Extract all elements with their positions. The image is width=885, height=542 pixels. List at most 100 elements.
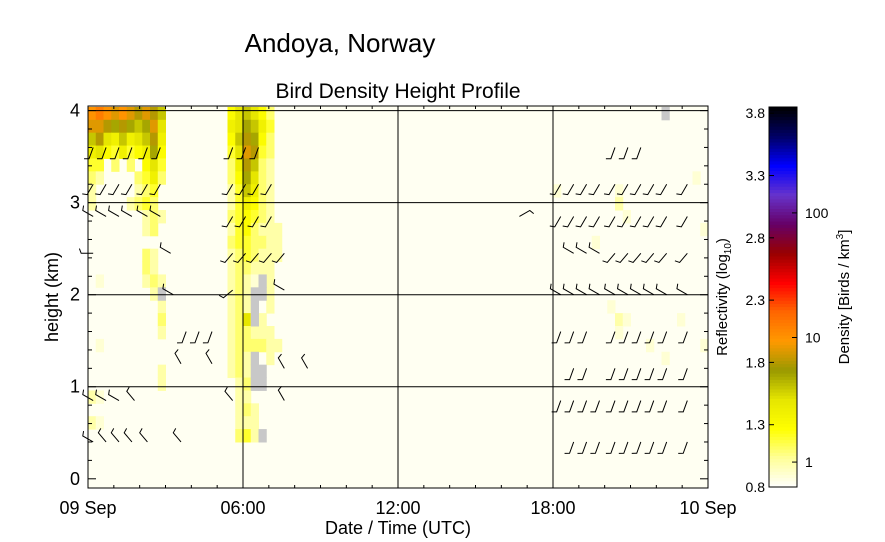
density-cell bbox=[266, 261, 275, 275]
colorbar-step bbox=[769, 154, 797, 159]
colorbar-step bbox=[769, 271, 797, 276]
wind-barb bbox=[654, 252, 668, 264]
density-cell bbox=[111, 106, 120, 121]
colorbar-step bbox=[769, 426, 797, 431]
colorbar-step bbox=[769, 126, 797, 130]
wind-barb bbox=[84, 147, 94, 160]
colorbar-step bbox=[769, 414, 797, 418]
density-cell bbox=[88, 390, 97, 404]
density-cell bbox=[250, 429, 259, 443]
wind-barb bbox=[177, 331, 187, 344]
colorbar-step bbox=[769, 265, 797, 270]
wind-barb bbox=[605, 368, 616, 381]
no-data-cell bbox=[250, 287, 259, 301]
colorbar-step bbox=[769, 278, 797, 282]
colorbar-step bbox=[769, 312, 797, 317]
density-cell bbox=[615, 184, 624, 198]
density-cell bbox=[157, 132, 166, 147]
colorbar-step bbox=[769, 274, 797, 279]
density-cell bbox=[150, 119, 159, 134]
density-cell bbox=[142, 106, 151, 121]
density-cell bbox=[235, 416, 244, 430]
wind-barb bbox=[588, 283, 600, 296]
gridlines bbox=[88, 106, 708, 488]
density-cell bbox=[243, 106, 252, 121]
density-cell bbox=[111, 145, 120, 159]
density-cell bbox=[235, 403, 244, 417]
density-cell bbox=[157, 274, 166, 288]
density-cell bbox=[88, 106, 97, 121]
density-cell bbox=[258, 119, 267, 134]
colorbar-step bbox=[769, 217, 797, 222]
density-cell bbox=[243, 313, 252, 327]
colorbar-left-tick-label: 1.8 bbox=[746, 354, 766, 370]
density-cell bbox=[258, 338, 267, 353]
density-cell bbox=[235, 325, 244, 340]
wind-barb bbox=[575, 242, 587, 254]
wind-barb bbox=[657, 331, 668, 344]
density-cell bbox=[95, 416, 104, 430]
colorbar-step bbox=[769, 404, 797, 409]
density-cell bbox=[150, 261, 159, 275]
density-cell bbox=[258, 235, 267, 250]
wind-barb bbox=[236, 147, 247, 160]
wind-barb bbox=[174, 349, 182, 364]
colorbar-step bbox=[769, 328, 797, 333]
no-data-cell bbox=[157, 287, 166, 301]
density-cell bbox=[227, 158, 236, 172]
density-cell bbox=[243, 184, 252, 198]
y-axis-label: height (km) bbox=[42, 252, 62, 342]
density-cell bbox=[250, 132, 259, 147]
colorbar-step bbox=[769, 455, 797, 460]
density-cell bbox=[111, 132, 120, 147]
density-cell bbox=[227, 364, 236, 379]
wind-barb bbox=[562, 216, 575, 228]
wind-barb bbox=[205, 349, 213, 364]
colorbar-reflectivity-ticks: 0.8 1.3 1.8 2.3 2.8 3.3 3.8 bbox=[746, 105, 774, 495]
density-cell bbox=[235, 364, 244, 379]
colorbar-step bbox=[769, 183, 797, 187]
wind-barb bbox=[615, 252, 629, 264]
wind-barb bbox=[678, 400, 688, 413]
colorbar-step bbox=[769, 442, 797, 447]
density-cell bbox=[243, 145, 252, 159]
wind-barb bbox=[602, 252, 616, 264]
colorbar-step bbox=[769, 306, 797, 311]
density-cell bbox=[274, 222, 283, 237]
density-cell bbox=[157, 171, 166, 185]
wind-barb bbox=[549, 283, 562, 296]
density-cell bbox=[227, 132, 236, 147]
density-cell bbox=[227, 351, 236, 366]
plot-area bbox=[78, 105, 709, 489]
density-cell bbox=[111, 158, 120, 172]
wind-barb bbox=[220, 252, 234, 264]
density-cell bbox=[157, 364, 166, 379]
density-cell bbox=[243, 158, 252, 172]
chart-title: Bird Density Height Profile bbox=[275, 80, 520, 103]
colorbar-step bbox=[769, 211, 797, 216]
colorbar-step bbox=[769, 141, 797, 146]
density-cell bbox=[243, 364, 252, 379]
density-cell bbox=[134, 145, 143, 159]
density-cell bbox=[615, 325, 624, 340]
density-cell bbox=[243, 287, 252, 301]
density-cell bbox=[103, 106, 112, 121]
density-cell bbox=[227, 210, 236, 224]
wind-barb bbox=[616, 216, 629, 228]
density-cell bbox=[227, 145, 236, 159]
density-cell bbox=[243, 248, 252, 263]
no-data-cell bbox=[258, 429, 267, 443]
density-cell bbox=[622, 313, 631, 327]
density-cell bbox=[157, 145, 166, 159]
wind-barb bbox=[618, 400, 629, 413]
density-cell bbox=[235, 222, 244, 237]
density-cell bbox=[591, 235, 600, 250]
wind-barb bbox=[618, 147, 629, 160]
colorbar-step bbox=[769, 138, 797, 143]
density-cell bbox=[88, 145, 97, 159]
density-cell bbox=[274, 248, 283, 263]
reflectivity-label-text: Reflectivity (log bbox=[714, 254, 731, 356]
density-cell bbox=[119, 119, 128, 134]
no-data-cell bbox=[258, 274, 267, 288]
density-cell bbox=[266, 210, 275, 224]
